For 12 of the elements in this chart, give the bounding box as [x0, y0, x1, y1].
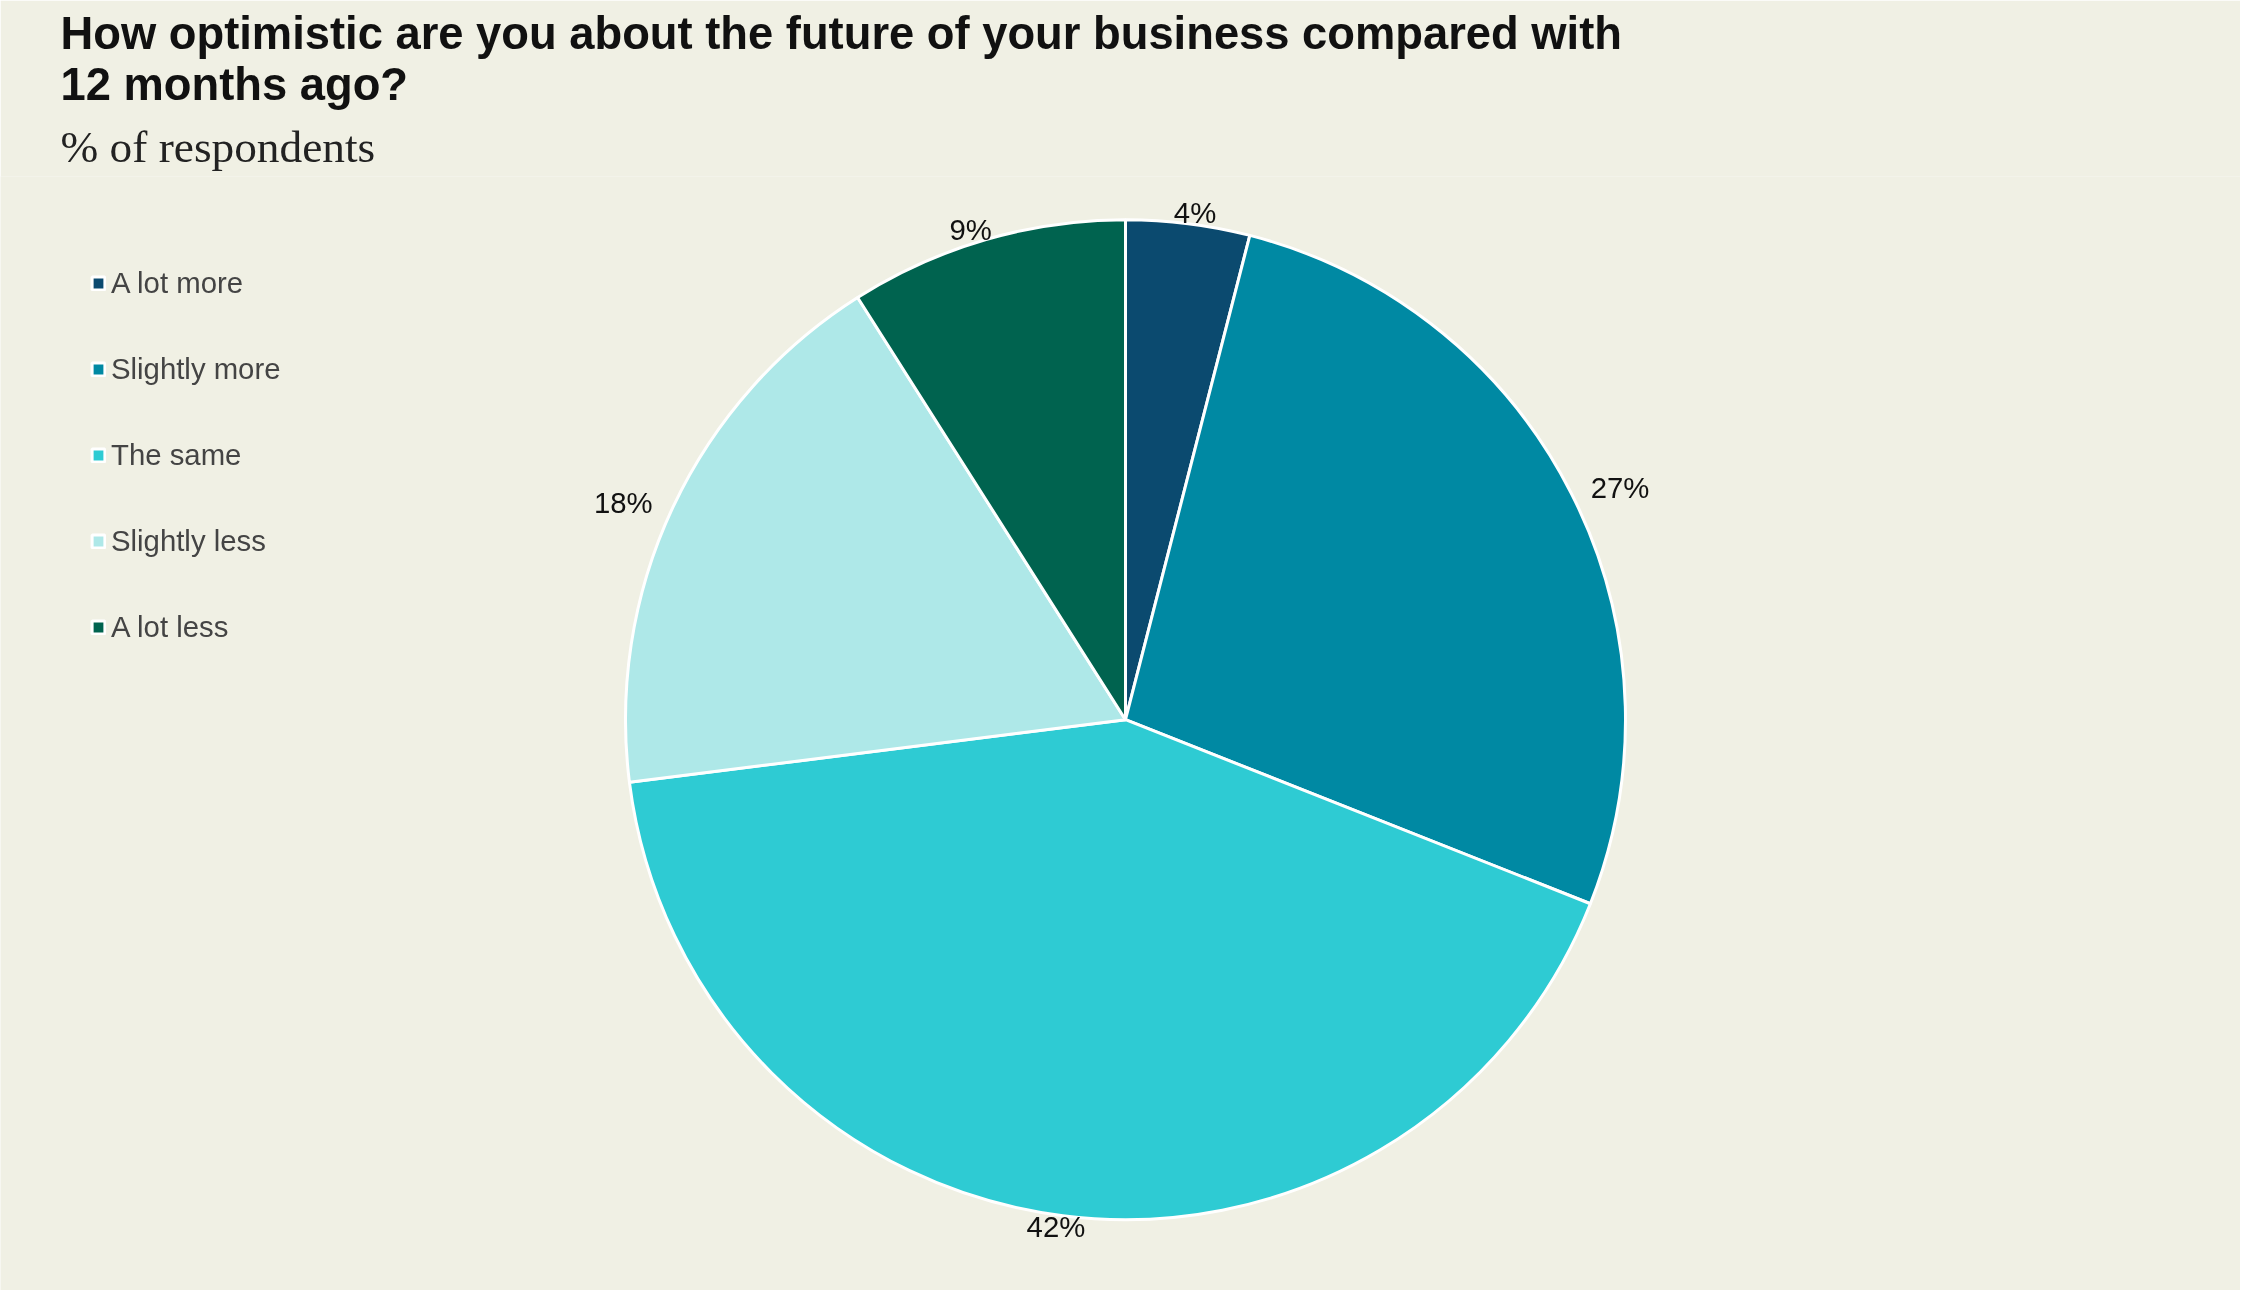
chart-subtitle: % of respondents — [60, 121, 376, 172]
legend-label: A lot less — [111, 610, 229, 644]
legend-label: The same — [111, 438, 242, 472]
data-label: 4% — [1173, 196, 1217, 230]
data-label: 18% — [593, 485, 653, 519]
legend-label: Slightly more — [111, 352, 281, 386]
legend-label: Slightly less — [111, 524, 266, 558]
data-label: 27% — [1590, 471, 1650, 505]
data-label: 42% — [1026, 1210, 1086, 1244]
legend-label: A lot more — [111, 266, 244, 300]
data-label: 9% — [949, 212, 992, 246]
chart-title: How optimistic are you about the future of your business compared with 12 months ago? — [60, 7, 1622, 110]
